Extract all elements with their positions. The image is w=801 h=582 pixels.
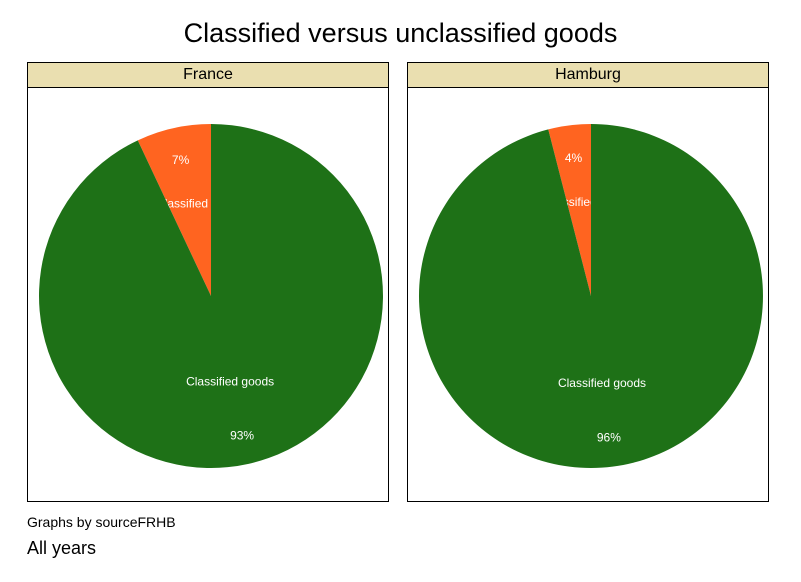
category-label-france-1: Classified goods [186,375,274,389]
pie-slice-france-0 [137,124,211,296]
chart-title: Classified versus unclassified goods [183,18,618,48]
graph-note: Graphs by sourceFRHB [27,514,176,530]
category-label-hamburg-1: Classified goods [558,376,646,390]
pie-slice-hamburg-1 [418,124,763,468]
panel-header-hamburg: Hamburg [408,63,768,88]
panel-header-france: France [28,63,388,88]
percent-label-hamburg-1: 96% [597,431,621,445]
panel-hamburg: Hamburg Not classified goods 4% Classified… [407,62,769,502]
panel-france: France Not classified goods 7% Classified … [27,62,389,502]
percent-label-france-1: 93% [230,428,254,442]
pie-slice-france-1 [39,124,384,468]
pie-slice-hamburg-0 [548,124,591,296]
percent-label-hamburg-0: 4% [565,151,583,165]
percent-label-france-0: 7% [172,153,190,167]
graph-subtitle: All years [27,538,97,558]
